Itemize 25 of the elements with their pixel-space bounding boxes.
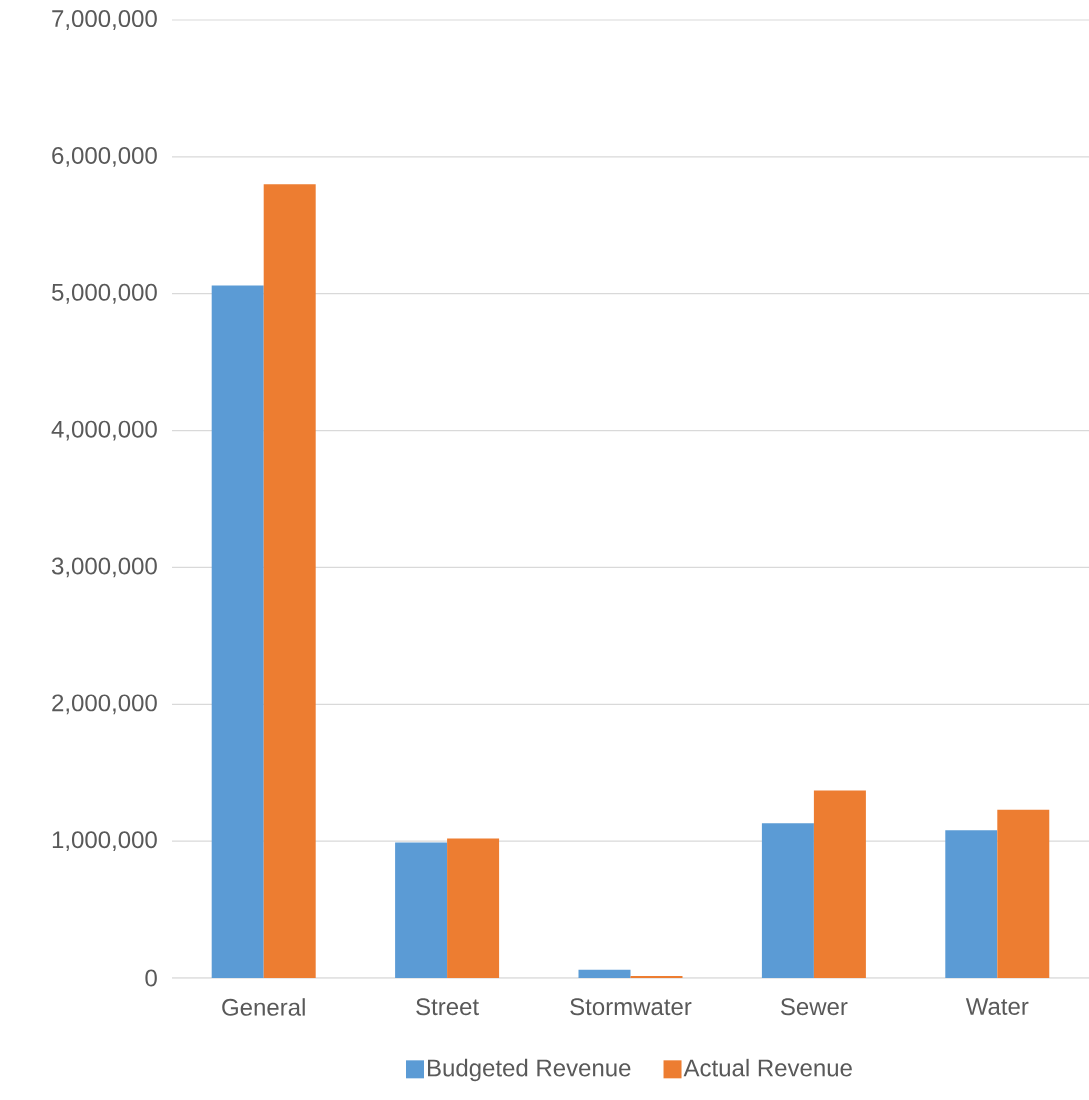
x-tick-label: Water xyxy=(965,998,1029,1015)
y-tick-label: 4,000,000 xyxy=(51,420,157,441)
x-tick-label: Stormwater xyxy=(570,998,692,1016)
bar xyxy=(395,842,448,978)
x-tick-label: General xyxy=(222,998,305,1016)
bar xyxy=(945,830,998,978)
y-tick-label: 6,000,000 xyxy=(52,146,157,167)
bar xyxy=(761,823,814,978)
bar xyxy=(263,184,316,978)
bar xyxy=(578,969,631,978)
y-tick-label: 7,000,000 xyxy=(52,10,157,30)
bar xyxy=(447,838,500,978)
x-tick-label: Sewer xyxy=(780,998,848,1016)
bar xyxy=(997,809,1050,978)
y-tick-label: 5,000,000 xyxy=(51,283,157,304)
y-tick-label: 2,000,000 xyxy=(52,694,157,715)
bar xyxy=(813,790,866,978)
y-tick-label: 0 xyxy=(145,969,157,987)
y-tick-label: 1,000,000 xyxy=(52,831,157,852)
x-tick-label: Street xyxy=(416,998,479,1016)
legend-label: Budgeted Revenue xyxy=(428,1058,631,1082)
legend-label: Actual Revenue xyxy=(683,1058,852,1077)
y-tick-label: 3,000,000 xyxy=(51,557,157,578)
bar xyxy=(630,975,683,978)
bar xyxy=(211,285,264,978)
